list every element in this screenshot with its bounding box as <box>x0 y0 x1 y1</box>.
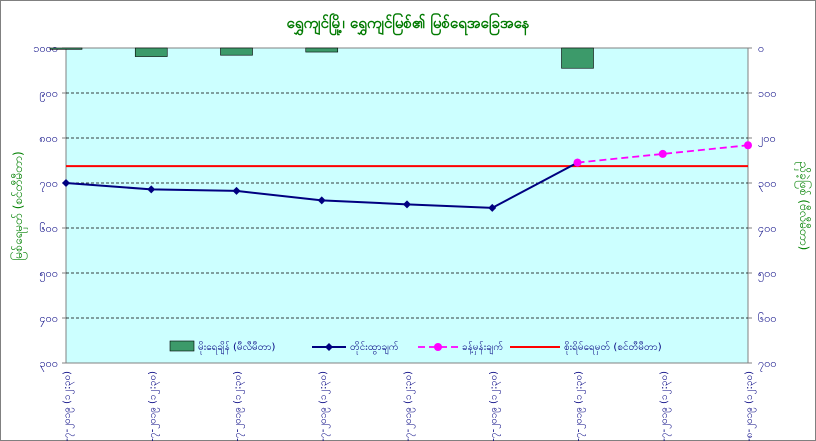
right-tick-label: ၄၀၀ <box>758 222 777 237</box>
left-tick-label: ၃၀၀ <box>39 357 58 372</box>
right-tick-label: ၃၀၀ <box>758 177 777 192</box>
left-tick-label: ၆၀၀ <box>39 222 58 235</box>
legend-marker-forecast <box>434 343 442 351</box>
rainfall-bar <box>134 47 168 57</box>
legend-marker-observed <box>325 343 333 351</box>
left-tick-label: ၇၀၀ <box>39 177 58 192</box>
forecast-point <box>744 141 752 150</box>
observed-point <box>62 179 70 188</box>
x-tick-label: ၂၉-၇-၂၀၁၉ (၁၂:၃၀) <box>488 371 501 441</box>
left-tick-label: ၈၀၀ <box>39 132 58 145</box>
left-tick-label: ၄၀၀ <box>39 312 58 327</box>
legend-swatch-rainfall <box>169 340 195 352</box>
rainfall-bar <box>561 47 594 69</box>
forecast-line <box>577 144 749 164</box>
observed-point <box>317 196 326 205</box>
legend-label-rainfall: မိုးရေချိန် (မီလီမီတာ) <box>198 340 276 355</box>
legend-label-danger: စိုးရိမ်ရေမှတ် (စင်တီမီတာ) <box>564 340 662 355</box>
observed-point <box>488 203 497 212</box>
chart-title: ရွှေကျင်မြို့၊ ရွှေကျင်မြစ်၏ မြစ်ရေအခြေအ… <box>286 14 530 32</box>
right-tick-label: ၆၀၀ <box>758 312 777 325</box>
legend-label-forecast: ခန့်မှန်းချက် <box>462 340 503 355</box>
x-tick-label: ၁-၈-၂၀၁၉ (၁၂:၃၀) <box>744 371 757 441</box>
observed-point <box>403 200 411 209</box>
right-tick-label: ၇၀၀ <box>758 357 777 372</box>
forecast-point <box>573 158 582 167</box>
rainfall-bar <box>305 47 339 53</box>
legend-label-observed: တိုင်းထွာချက် <box>350 340 399 355</box>
x-tick-label: ၃၁-၇-၂၀၁၉ (၁၂:၃၀) <box>659 371 672 441</box>
observed-point <box>147 185 156 194</box>
forecast-point <box>658 149 667 158</box>
x-tick-label: ၂၇-၇-၂၀၁၉ (၁၂:၃၀) <box>318 371 331 441</box>
x-tick-label: ၂၆-၇-၂၀၁၉ (၁၂:၃၀) <box>231 371 246 441</box>
x-tick-label: ၂၈-၇-၂၀၁၉ (၁၂:၃၀) <box>403 371 416 441</box>
x-tick-label: ၂၅-၇-၂၀၁၉ (၁၂:၃၀) <box>147 371 160 441</box>
rainfall-bar <box>220 47 253 56</box>
x-tick-label: ၂၄-၇-၂၀၁၉ (၁၂:၃၀) <box>62 371 75 441</box>
right-tick-label: ၂၀၀ <box>758 132 776 147</box>
x-tick-label: ၃၀-၇-၂၀၁၉ (၁၂:၃၀) <box>574 371 587 441</box>
right-tick-label: ၀ <box>758 42 764 55</box>
rainfall-bar <box>49 47 83 50</box>
left-tick-label: ၁၀၀၀ <box>33 42 58 55</box>
observed-point <box>232 186 241 195</box>
left-tick-label: ၉၀၀ <box>39 87 58 102</box>
left-tick-label: ၅၀၀ <box>39 267 58 282</box>
right-tick-label: ၅၀၀ <box>758 267 777 282</box>
right-tick-label: ၁၀၀ <box>758 87 777 100</box>
